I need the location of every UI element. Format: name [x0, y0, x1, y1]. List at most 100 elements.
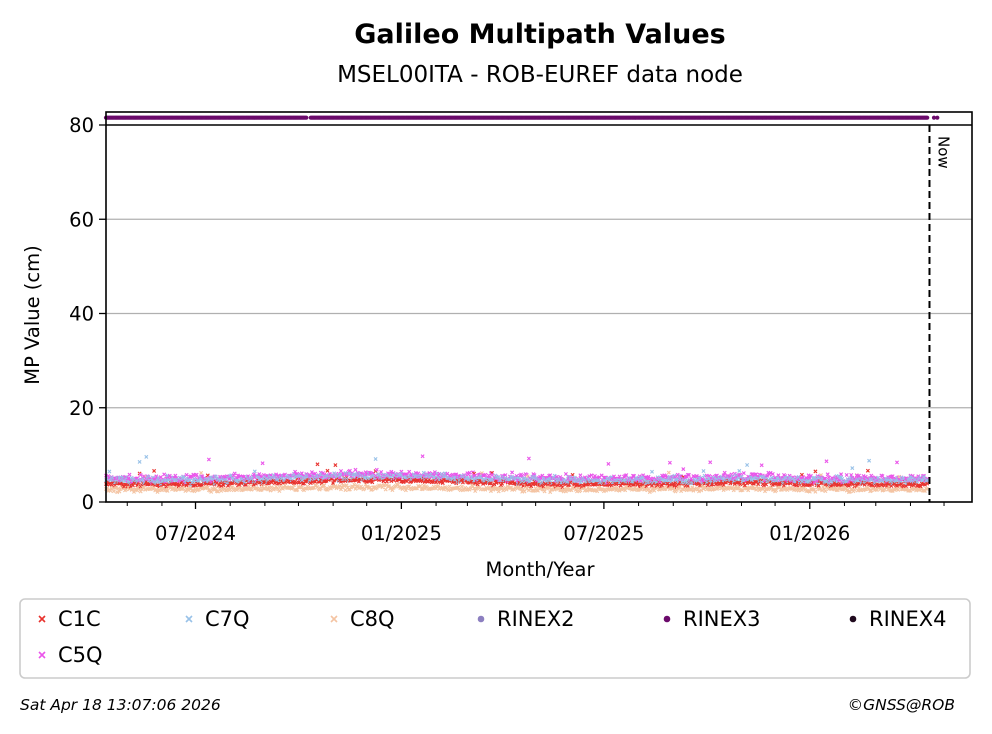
mp-point-c7q: [137, 459, 142, 464]
mp-point-c8q: [117, 489, 122, 494]
mp-point-c1c: [193, 483, 198, 488]
mp-point-c5q: [374, 467, 379, 472]
x-axis: 07/2024 01/2025 07/2025 01/2026: [126, 502, 945, 545]
mp-point-c8q: [108, 488, 113, 493]
y-tick-label: 60: [69, 208, 94, 231]
mp-point-c8q: [213, 486, 218, 491]
mp-point-c5q: [162, 472, 167, 477]
rinex-band: [103, 115, 940, 120]
legend-label: RINEX3: [683, 607, 761, 631]
mp-point-c7q: [373, 457, 378, 461]
mp-point-c5q: [206, 457, 211, 462]
mp-point-c1c: [315, 462, 320, 467]
mp-point-c5q: [377, 473, 381, 478]
y-tick-label: 20: [69, 397, 94, 420]
mp-point-c8q: [168, 485, 173, 490]
mp-point-c8q: [324, 487, 329, 492]
mp-point-c1c: [865, 468, 870, 473]
mp-point-c7q: [745, 463, 750, 467]
mp-point-c8q: [203, 486, 208, 491]
mp-point-c7q: [249, 476, 254, 481]
mp-point-c7q: [253, 479, 258, 484]
mp-point-c5q: [184, 472, 189, 477]
mp-point-c8q: [138, 489, 143, 494]
mp-point-c5q: [741, 471, 746, 476]
mp-point-c1c: [333, 463, 338, 468]
legend-label: C8Q: [350, 607, 395, 631]
legend-label: RINEX4: [869, 607, 947, 631]
mp-point-c8q: [321, 483, 326, 488]
mp-point-c5q: [274, 472, 279, 477]
mp-point-c8q: [114, 485, 119, 490]
legend-label: C7Q: [205, 607, 250, 631]
x-tick-label: 07/2024: [155, 522, 236, 545]
legend-label: RINEX2: [497, 607, 575, 631]
mp-point-c5q: [824, 459, 829, 464]
mp-point-c5q: [826, 475, 831, 480]
mp-point-c7q: [290, 473, 295, 478]
rinex3-file-dot: [304, 115, 309, 120]
mp-point-c1c: [217, 483, 221, 488]
mp-point-c8q: [142, 485, 146, 490]
mp-point-c8q: [383, 487, 388, 492]
mp-point-c5q: [483, 472, 488, 477]
mp-point-c7q: [224, 481, 229, 486]
mp-point-c7q: [737, 468, 742, 473]
mp-point-c5q: [353, 467, 358, 472]
mp-point-c7q: [107, 469, 112, 474]
x-tick-label: 07/2025: [563, 522, 644, 545]
mp-point-c7q: [701, 469, 706, 473]
footer-copyright: ©GNSS@ROB: [848, 696, 955, 714]
mp-point-c5q: [127, 472, 132, 477]
mp-point-c8q: [266, 487, 271, 492]
mp-point-c8q: [259, 487, 264, 492]
mp-point-c1c: [237, 482, 242, 487]
plot-frame: [105, 111, 973, 503]
mp-point-c5q: [759, 463, 764, 468]
mp-point-c8q: [161, 486, 166, 491]
mp-point-c1c: [152, 468, 157, 473]
mp-point-c8q: [147, 487, 152, 491]
y-tick-label: 80: [69, 114, 94, 137]
mp-point-c8q: [165, 488, 170, 493]
mp-point-c1c: [313, 479, 318, 484]
rinex3-file-dot: [925, 115, 930, 120]
mp-point-c8q: [258, 488, 263, 493]
mp-point-c5q: [138, 472, 143, 477]
mp-point-c1c: [274, 479, 279, 484]
mp-point-c8q: [264, 484, 268, 489]
mp-point-c5q: [844, 473, 849, 477]
legend-label: C1C: [58, 607, 101, 631]
mp-point-c8q: [344, 483, 349, 488]
x-axis-label: Month/Year: [486, 558, 596, 581]
mp-point-c5q: [526, 456, 531, 461]
mp-point-c1c: [364, 479, 369, 484]
legend-box: [19, 598, 971, 679]
legend-label: C5Q: [58, 643, 103, 667]
now-label: Now: [934, 136, 952, 169]
mp-point-c1c: [219, 484, 224, 489]
mp-point-c8q: [236, 487, 240, 491]
mp-point-c8q: [496, 489, 501, 494]
mp-point-c7q: [252, 469, 257, 474]
y-tick-label: 0: [82, 491, 94, 514]
mp-point-c8q: [196, 487, 201, 492]
mp-point-c1c: [212, 482, 217, 487]
mp-point-c5q: [251, 472, 256, 477]
legend-marker: [663, 615, 671, 623]
mp-point-c8q: [852, 487, 857, 492]
y-axis: 0 20 40 60 80: [69, 114, 106, 514]
footer-timestamp: Sat Apr 18 13:07:06 2026: [20, 696, 221, 714]
mp-point-c8q: [322, 483, 327, 488]
mp-point-c5q: [309, 470, 314, 475]
mp-point-c5q: [113, 476, 117, 481]
mp-point-c5q: [194, 472, 199, 477]
mp-point-c7q: [230, 475, 235, 480]
y-axis-label: MP Value (cm): [21, 245, 44, 384]
chart-title: Galileo Multipath Values: [354, 19, 726, 50]
legend-marker: [477, 615, 485, 623]
mp-point-c7q: [650, 469, 654, 474]
mp-point-c7q: [867, 458, 872, 463]
mp-point-c7q: [196, 479, 201, 483]
mp-point-c8q: [205, 485, 210, 490]
